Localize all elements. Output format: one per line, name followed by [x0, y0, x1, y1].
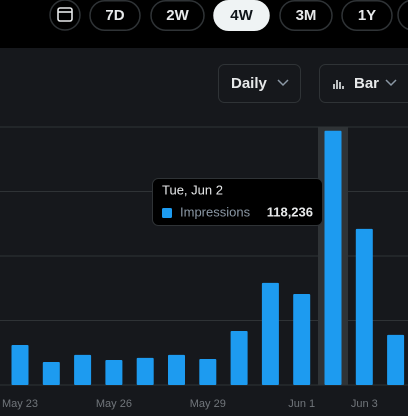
range-button-label: 1Y: [358, 7, 376, 24]
dropdown-label: Daily: [231, 75, 268, 92]
bar-icon: [333, 80, 344, 89]
range-button[interactable]: 7D: [89, 0, 141, 31]
x-tick-label: May 26: [96, 398, 132, 410]
x-tick-label: Jun 1: [288, 398, 315, 410]
dropdown-box: [319, 64, 408, 103]
range-button-bg: [279, 0, 333, 31]
x-tick-label: Jun 3: [351, 398, 378, 410]
range-button-label: 4W: [230, 7, 253, 24]
bar: [355, 228, 373, 385]
style-dropdown[interactable]: Bar: [319, 64, 408, 103]
dropdown-box: [218, 64, 301, 103]
bar: [199, 358, 217, 385]
chevron: [385, 79, 397, 87]
tooltip-value: 118,236: [267, 204, 313, 219]
x-tick-label: May 29: [190, 398, 226, 410]
bar: [42, 361, 60, 385]
tooltip-series: Impressions: [180, 204, 251, 219]
chevron: [277, 79, 289, 87]
range-button-partial[interactable]: [397, 0, 408, 30]
bar: [261, 282, 279, 385]
range-button[interactable]: 3M: [279, 0, 333, 31]
interval-dropdown[interactable]: Daily: [218, 64, 301, 103]
range-button-bg: [213, 0, 270, 31]
range-button-label: 7D: [105, 7, 124, 24]
range-button[interactable]: 1Y: [341, 0, 393, 31]
chart: May 23 May 26 May 29 Jun 1 Jun 3 Tue, Jun 2 Im…: [0, 126, 408, 410]
range-button[interactable]: 4W: [213, 0, 270, 31]
tooltip-box: [152, 178, 323, 226]
calendar-circle: [49, 0, 81, 31]
bar: [105, 360, 123, 385]
tooltip: Tue, Jun 2 Impressions 118,236: [152, 178, 323, 226]
bar: [387, 334, 405, 385]
range-button-bg: [89, 0, 141, 31]
x-tick-label: May 23: [2, 398, 38, 410]
calendar-icon: [57, 7, 73, 22]
tooltip-title: Tue, Jun 2: [162, 182, 223, 197]
bar: [230, 331, 248, 385]
range-button-label: 3M: [296, 7, 317, 24]
bar: [74, 354, 92, 385]
bar: [293, 294, 311, 385]
range-buttons: 7D 2W 4W 3M 1Y: [89, 0, 393, 31]
range-button-label: 2W: [166, 7, 189, 24]
calendar-button[interactable]: [49, 0, 81, 31]
bar: [11, 345, 29, 385]
bar: [324, 130, 342, 385]
range-button-bg: [341, 0, 393, 31]
range-button[interactable]: 2W: [150, 0, 205, 31]
bar: [168, 354, 185, 385]
tooltip-swatch: [162, 208, 172, 218]
range-button-bg: [150, 0, 205, 31]
dropdown-label: Bar: [354, 75, 379, 92]
bar: [136, 357, 154, 385]
